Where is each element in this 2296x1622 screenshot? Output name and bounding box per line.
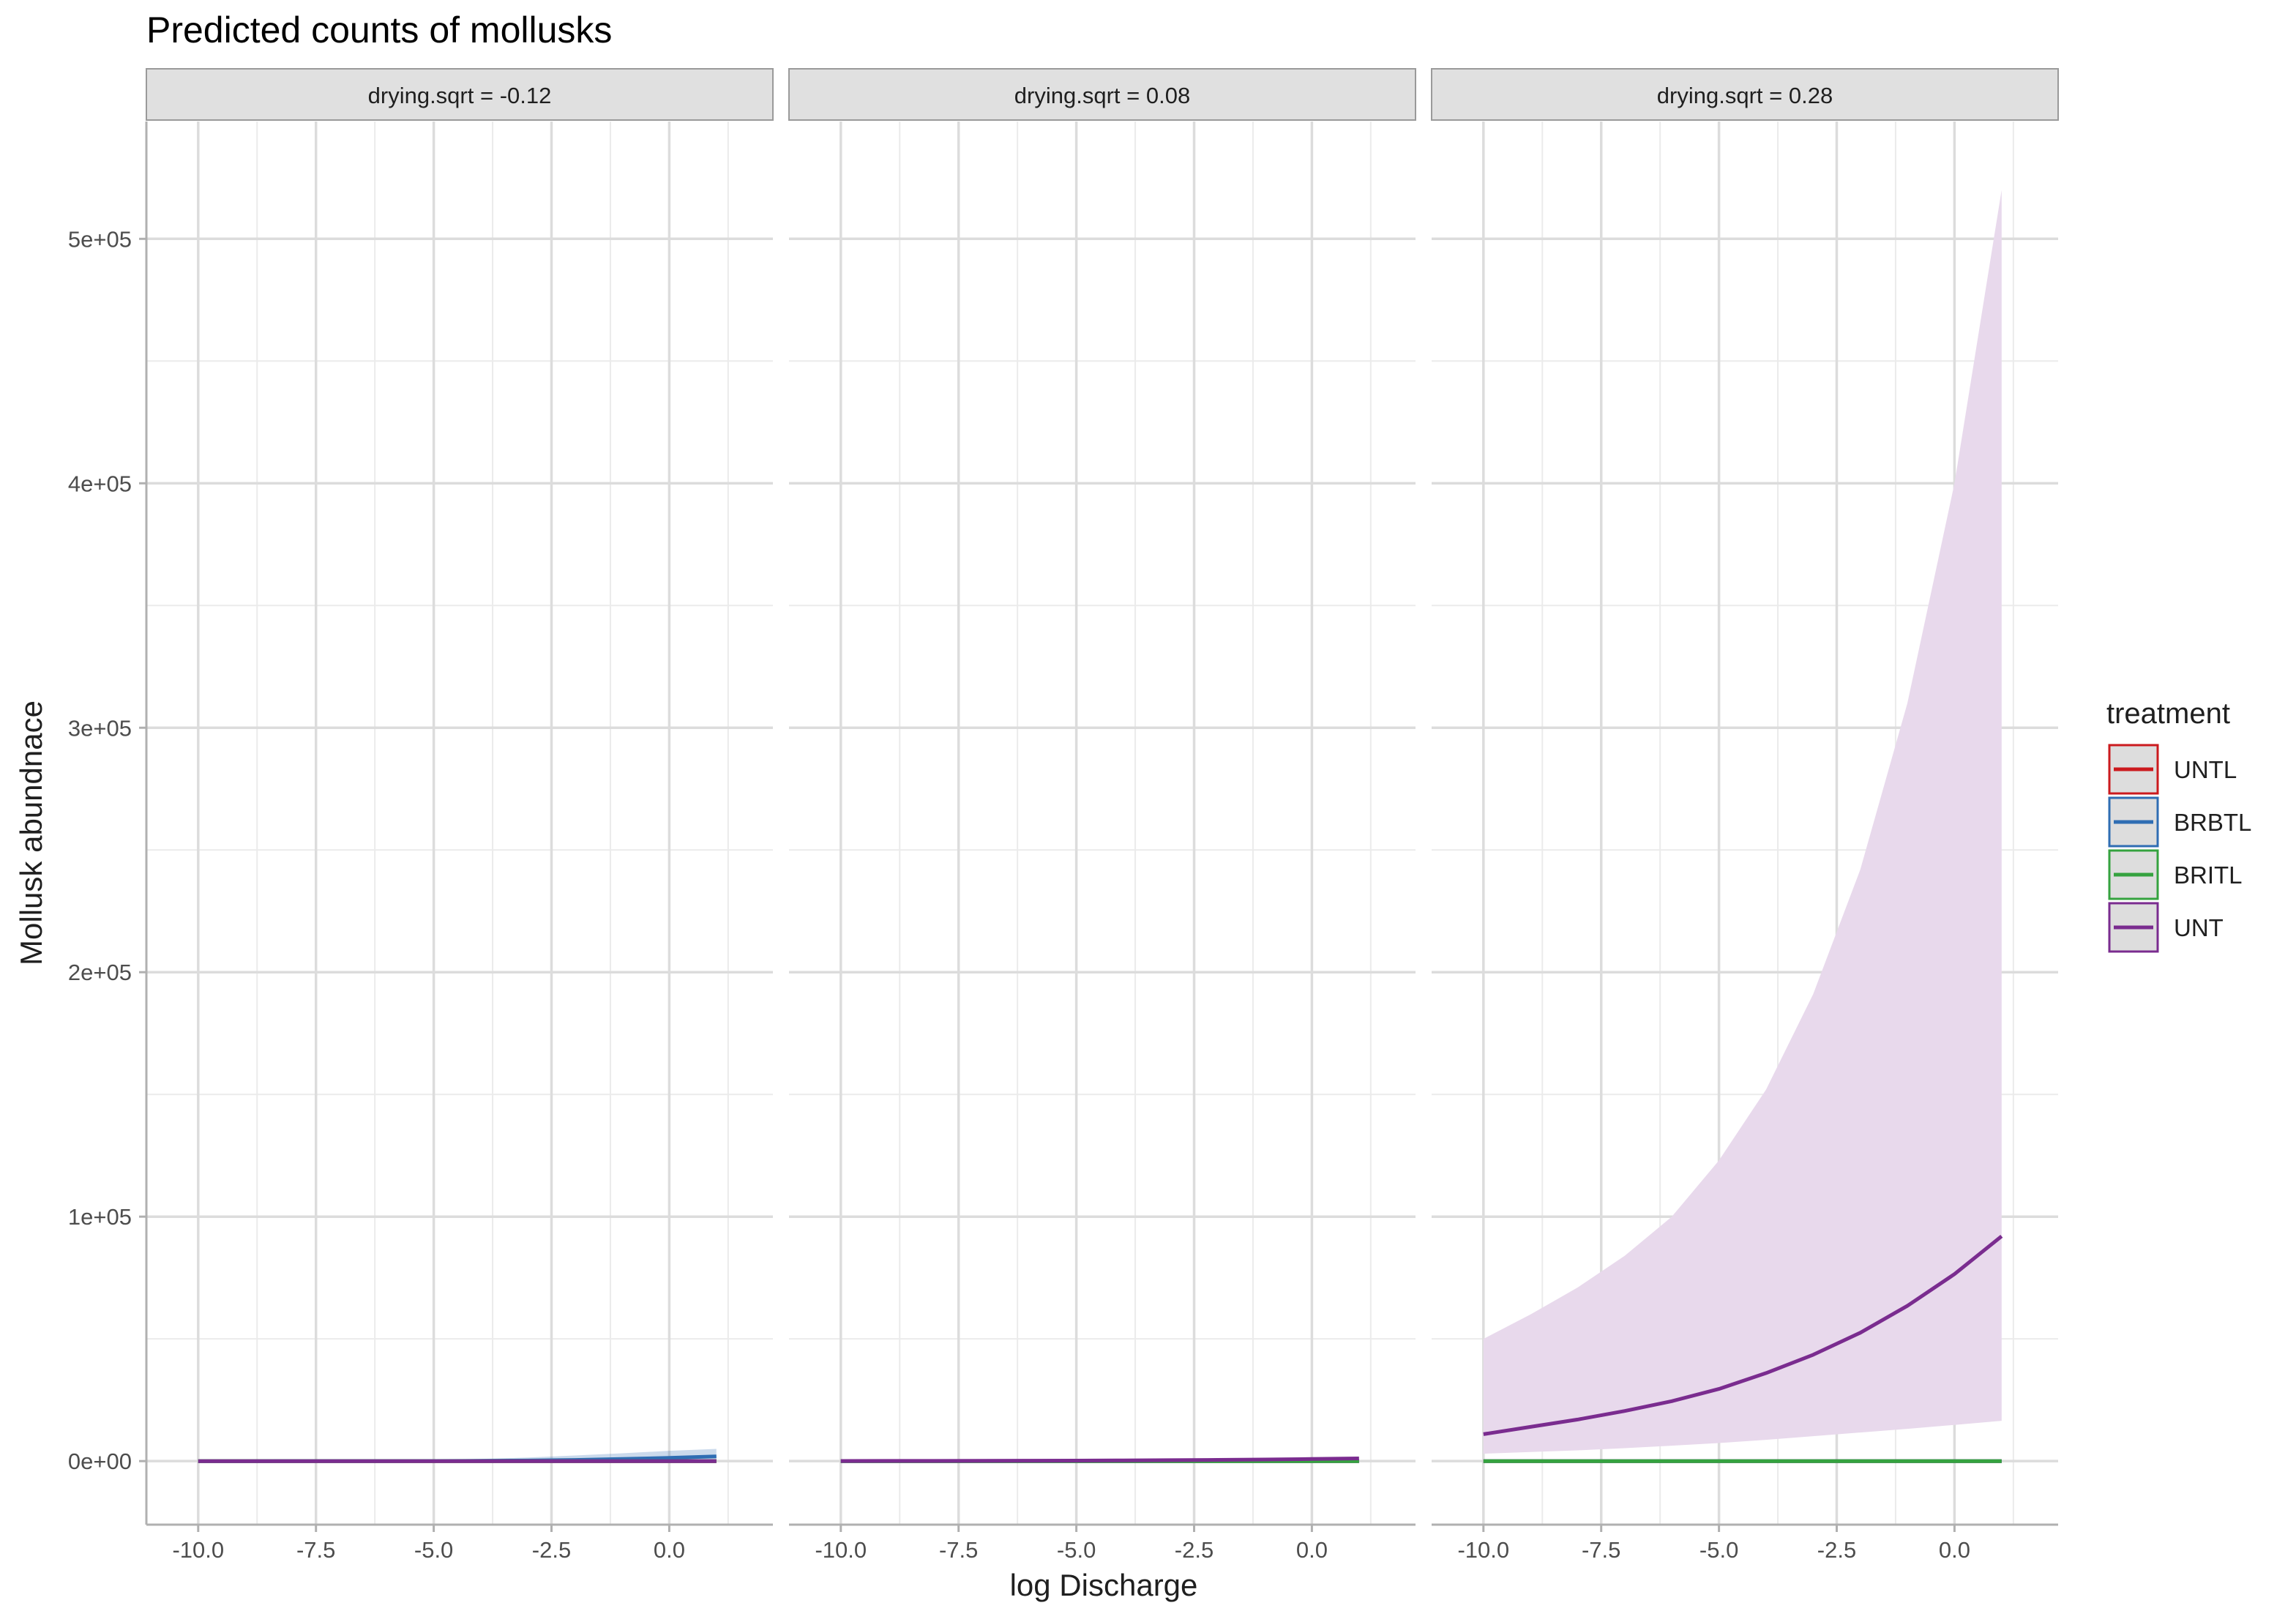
- y-tick-label: 0e+00: [68, 1449, 132, 1474]
- facet-strip-label: drying.sqrt = 0.28: [1657, 83, 1833, 108]
- y-axis-title: Mollusk abundnace: [14, 700, 48, 965]
- x-tick-label: -10.0: [1457, 1537, 1509, 1563]
- x-tick-label: -7.5: [1582, 1537, 1620, 1563]
- x-tick-label: 0.0: [1296, 1537, 1328, 1563]
- x-tick-label: -10.0: [815, 1537, 867, 1563]
- facet-strip: [788, 68, 1416, 121]
- legend-label: UNT: [2174, 914, 2224, 941]
- y-tick-label: 4e+05: [68, 471, 132, 496]
- x-tick-label: 0.0: [654, 1537, 685, 1563]
- confidence-band-unt: [1483, 190, 2002, 1454]
- x-tick-label: -5.0: [1057, 1537, 1096, 1563]
- facet-strip-label: drying.sqrt = -0.12: [368, 83, 552, 108]
- series-line-unt: [1483, 1234, 2003, 1436]
- x-tick-label: -10.0: [172, 1537, 224, 1563]
- x-axis-title: log Discharge: [1010, 1568, 1198, 1602]
- y-tick-label: 1e+05: [68, 1204, 132, 1230]
- legend-title: treatment: [2106, 698, 2230, 730]
- axis-layer: -10.0 -7.5 -5.0 -2.5 0.0 -10.0 -7.5 -5.0 -2.5 0.0…: [68, 122, 2058, 1563]
- strip-layer: drying.sqrt = -0.12 drying.sqrt = 0.08 dry…: [146, 68, 2059, 121]
- line-layer: [198, 1234, 2003, 1463]
- grid-layer: [146, 122, 2058, 1525]
- legend-label: BRITL: [2174, 862, 2243, 889]
- y-tick-label: 2e+05: [68, 960, 132, 985]
- series-line-unt: [840, 1457, 1359, 1463]
- chart-title: Predicted counts of mollusks: [146, 10, 612, 51]
- x-tick-label: -5.0: [414, 1537, 453, 1563]
- facet-strip: [146, 68, 774, 121]
- legend-label: UNTL: [2174, 756, 2237, 783]
- x-tick-label: -7.5: [939, 1537, 978, 1563]
- facet-strip-label: drying.sqrt = 0.08: [1014, 83, 1190, 108]
- x-tick-label: -7.5: [296, 1537, 335, 1563]
- legend: treatment UNTL BRBTL BRITL UNT: [2106, 698, 2251, 953]
- x-tick-label: -2.5: [1175, 1537, 1214, 1563]
- x-tick-label: -2.5: [1817, 1537, 1856, 1563]
- y-tick-label: 5e+05: [68, 226, 132, 252]
- x-tick-label: 0.0: [1939, 1537, 1970, 1563]
- legend-items: UNTL BRBTL BRITL UNT: [2108, 744, 2251, 953]
- legend-label: BRBTL: [2174, 809, 2251, 836]
- facet-strip: [1431, 68, 2059, 121]
- band-layer: [198, 190, 2002, 1462]
- x-tick-label: -2.5: [532, 1537, 571, 1563]
- y-tick-label: 3e+05: [68, 715, 132, 741]
- x-tick-label: -5.0: [1699, 1537, 1738, 1563]
